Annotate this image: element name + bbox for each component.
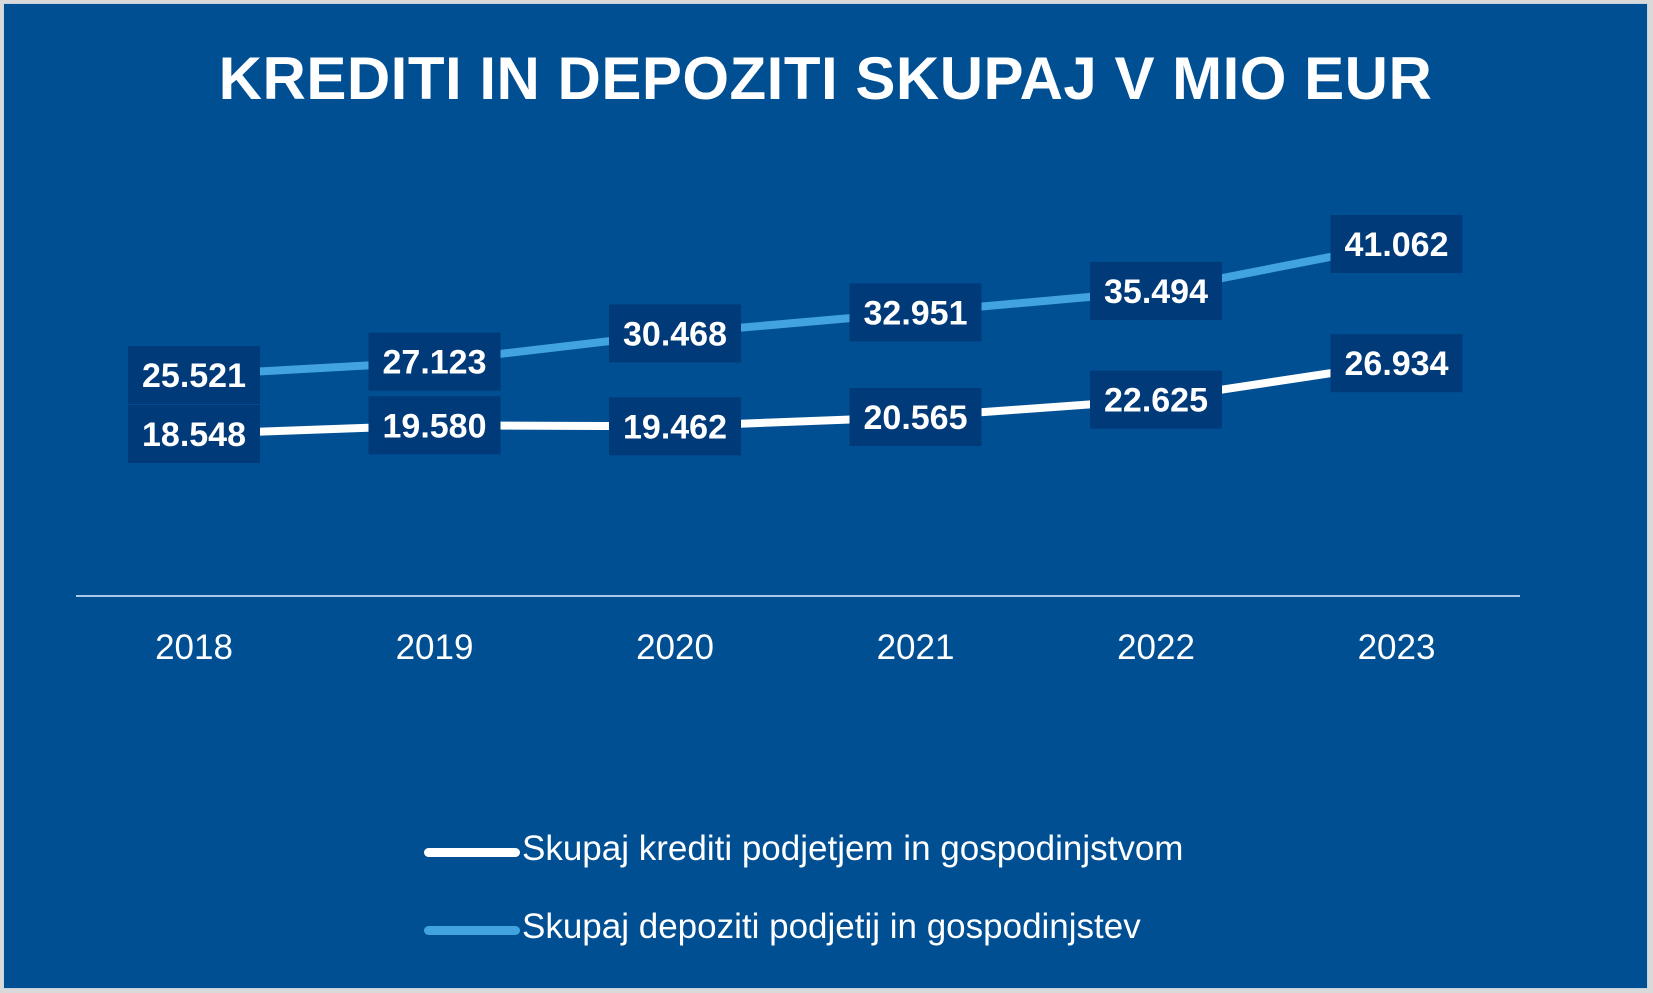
data-label-text: 19.580 bbox=[383, 407, 487, 445]
data-label-text: 18.548 bbox=[142, 416, 246, 454]
data-label-deposits: 30.468 bbox=[609, 304, 741, 363]
data-label-text: 26.934 bbox=[1345, 345, 1449, 383]
data-label-loans: 20.565 bbox=[849, 387, 982, 446]
x-tick-label: 2022 bbox=[1117, 628, 1195, 667]
data-label-box bbox=[609, 304, 741, 363]
data-label-box bbox=[1090, 261, 1222, 320]
x-tick-label: 2020 bbox=[636, 628, 714, 667]
data-label-text: 32.951 bbox=[864, 294, 968, 332]
data-label-text: 30.468 bbox=[623, 315, 727, 353]
data-label-text: 35.494 bbox=[1104, 273, 1208, 311]
data-label-text: 41.062 bbox=[1345, 226, 1449, 264]
data-label-box bbox=[849, 387, 982, 446]
data-label-box bbox=[1330, 215, 1463, 273]
legend-swatch-deposits bbox=[424, 926, 520, 935]
x-tick-label: 2021 bbox=[877, 628, 955, 667]
chart-frame: KREDITI IN DEPOZITI SKUPAJ V MIO EUR 201… bbox=[3, 3, 1648, 989]
data-label-loans: 19.462 bbox=[609, 397, 741, 456]
data-label-text: 20.565 bbox=[864, 399, 968, 437]
data-label-loans: 19.580 bbox=[368, 396, 501, 455]
data-label-text: 19.462 bbox=[623, 408, 727, 446]
data-label-text: 27.123 bbox=[383, 344, 487, 382]
x-tick-label: 2018 bbox=[155, 628, 233, 667]
data-label-box bbox=[1330, 334, 1463, 393]
data-label-loans: 26.934 bbox=[1330, 334, 1463, 393]
data-label-text: 22.625 bbox=[1104, 382, 1208, 420]
data-label-deposits: 25.521 bbox=[128, 346, 260, 405]
data-label-box bbox=[609, 397, 741, 456]
x-tick-label: 2019 bbox=[396, 628, 474, 667]
data-label-box bbox=[1090, 370, 1222, 429]
data-label-deposits: 35.494 bbox=[1090, 261, 1222, 320]
data-label-loans: 18.548 bbox=[128, 405, 260, 463]
data-label-box bbox=[368, 332, 501, 391]
data-label-loans: 22.625 bbox=[1090, 370, 1222, 429]
data-label-deposits: 41.062 bbox=[1330, 215, 1463, 273]
data-label-box bbox=[368, 396, 501, 455]
data-label-box bbox=[128, 346, 260, 405]
data-label-deposits: 27.123 bbox=[368, 332, 501, 391]
data-label-box bbox=[849, 283, 982, 342]
chart-title: KREDITI IN DEPOZITI SKUPAJ V MIO EUR bbox=[218, 45, 1433, 112]
line-chart: 2018 2019 2020 2021 2022 2023 18.548 19.580 19.4… bbox=[76, 215, 1520, 667]
data-label-text: 25.521 bbox=[142, 357, 246, 395]
data-label-box bbox=[128, 405, 260, 463]
legend-label-loans: Skupaj krediti podjetjem in gospodinjstv… bbox=[522, 829, 1184, 868]
legend-label-deposits: Skupaj depoziti podjetij in gospodinjste… bbox=[522, 907, 1141, 946]
legend-swatch-loans bbox=[424, 848, 520, 857]
x-tick-label: 2023 bbox=[1358, 628, 1436, 667]
data-label-deposits: 32.951 bbox=[849, 283, 982, 342]
